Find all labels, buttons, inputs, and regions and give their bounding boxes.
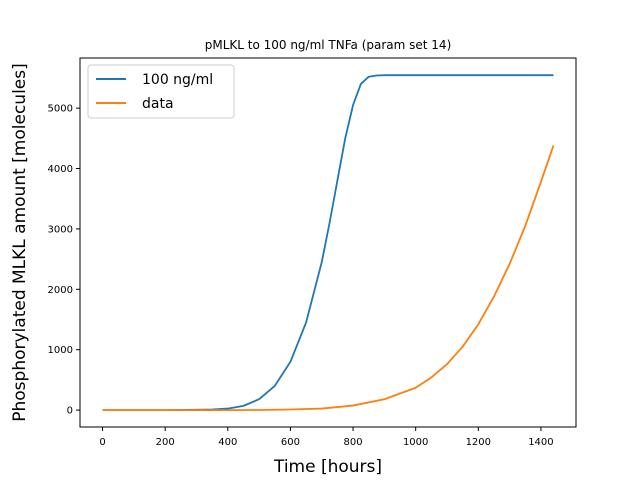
x-tick-label: 200 xyxy=(156,437,175,448)
legend-label-series-2: data xyxy=(142,96,174,112)
x-tick-label: 600 xyxy=(281,437,300,448)
y-axis-label: Phosphorylated MLKL amount [molecules] xyxy=(10,63,30,422)
y-tick-label: 0 xyxy=(67,406,73,417)
x-tick-label: 1200 xyxy=(466,437,491,448)
legend-label-series-1: 100 ng/ml xyxy=(142,72,213,88)
x-tick-label: 0 xyxy=(99,437,105,448)
x-axis-label: Time [hours] xyxy=(273,457,382,477)
legend: 100 ng/ml data xyxy=(87,64,235,119)
x-tick-label: 400 xyxy=(218,437,237,448)
y-tick-label: 3000 xyxy=(48,224,73,235)
axis-ticks: 0 200 400 600 800 1000 1200 1400 0 1000 2000 3000 40… xyxy=(48,104,554,448)
y-tick-label: 1000 xyxy=(48,345,73,356)
x-tick-label: 800 xyxy=(344,437,363,448)
x-tick-label: 1000 xyxy=(403,437,428,448)
y-tick-label: 4000 xyxy=(48,164,73,175)
plot-lines xyxy=(102,74,555,411)
y-tick-label: 5000 xyxy=(48,104,73,115)
chart-title: pMLKL to 100 ng/ml TNFa (param set 14) xyxy=(205,38,452,52)
plot-frame xyxy=(79,57,577,428)
x-tick-label: 1400 xyxy=(528,437,553,448)
y-tick-label: 2000 xyxy=(48,285,73,296)
series-line-2 xyxy=(102,145,555,411)
